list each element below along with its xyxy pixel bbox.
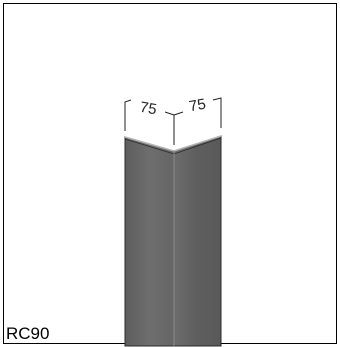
right-dimension-line-right <box>212 97 222 128</box>
right-flange-dimension: 75 <box>188 96 207 116</box>
left-dimension-line <box>124 99 132 131</box>
right-flange-face <box>173 135 222 347</box>
left-flange-face <box>124 136 175 347</box>
left-flange-dimension: 75 <box>139 99 158 119</box>
top-edge <box>124 135 222 152</box>
model-label: RC90 <box>6 324 50 343</box>
left-dimension-line-right <box>164 111 175 145</box>
right-dimension-line <box>173 111 184 116</box>
